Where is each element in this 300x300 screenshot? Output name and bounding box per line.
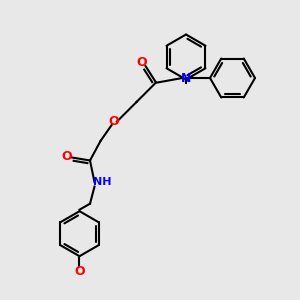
Text: O: O <box>61 150 72 164</box>
Text: O: O <box>74 265 85 278</box>
Text: NH: NH <box>93 177 111 187</box>
Text: N: N <box>181 71 191 85</box>
Text: O: O <box>136 56 147 69</box>
Text: O: O <box>108 115 119 128</box>
